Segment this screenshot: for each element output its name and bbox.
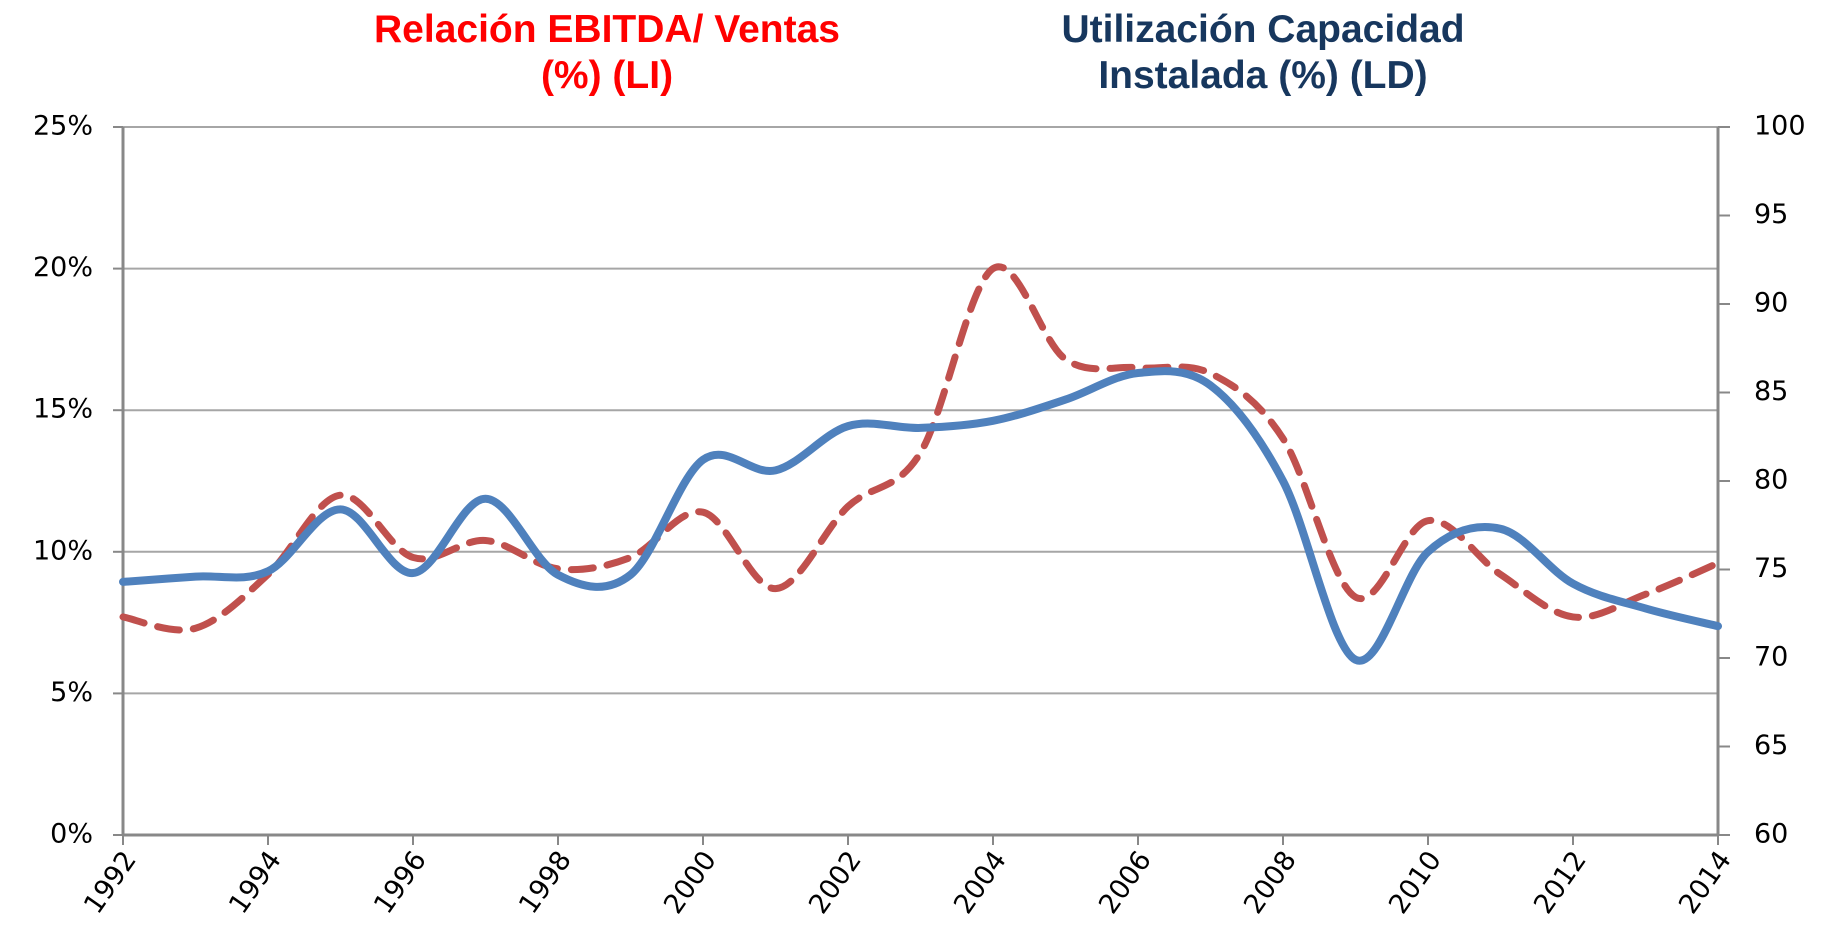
x-tick-label: 1994: [223, 846, 288, 920]
y2-tick-label: 70: [1754, 642, 1788, 673]
y2-tick-label: 60: [1754, 819, 1788, 850]
y2-tick-label: 100: [1754, 111, 1806, 142]
x-tick-label: 2002: [803, 846, 868, 920]
y-tick-label: 15%: [33, 394, 93, 425]
title-right: Utilización Capacidad Instalada (%) (LD): [1061, 8, 1464, 97]
y2-tick-label: 90: [1754, 288, 1788, 319]
x-tick-label: 2006: [1093, 846, 1158, 920]
title-line: Instalada (%) (LD): [1098, 54, 1427, 97]
y-tick-label: 20%: [33, 252, 93, 283]
line-series: [119, 263, 1722, 634]
y-tick-label: 5%: [50, 677, 93, 708]
x-tick-label: 1992: [78, 846, 143, 920]
line-series: [119, 367, 1722, 665]
title-line: Relación EBITDA/ Ventas: [374, 8, 840, 51]
y2-tick-label: 85: [1754, 376, 1788, 407]
title-line: (%) (LI): [541, 54, 673, 97]
y2-tick-label: 65: [1754, 730, 1788, 761]
x-tick-label: 2014: [1673, 846, 1738, 920]
y-tick-label: 0%: [50, 819, 93, 850]
x-tick-label: 2004: [948, 846, 1013, 920]
x-tick-label: 2000: [658, 846, 723, 920]
x-tick-label: 2010: [1383, 846, 1448, 920]
y2-tick-label: 95: [1754, 199, 1788, 230]
x-tick-label: 1998: [513, 846, 578, 920]
x-tick-label: 2008: [1238, 846, 1303, 920]
x-tick-label: 2012: [1528, 846, 1593, 920]
y2-tick-label: 75: [1754, 553, 1788, 584]
x-tick-label: 1996: [368, 846, 433, 920]
y-tick-label: 25%: [33, 111, 93, 142]
y-tick-label: 10%: [33, 535, 93, 566]
title-left: Relación EBITDA/ Ventas (%) (LI): [374, 8, 840, 97]
title-line: Utilización Capacidad: [1061, 8, 1464, 51]
y2-tick-label: 80: [1754, 465, 1788, 496]
